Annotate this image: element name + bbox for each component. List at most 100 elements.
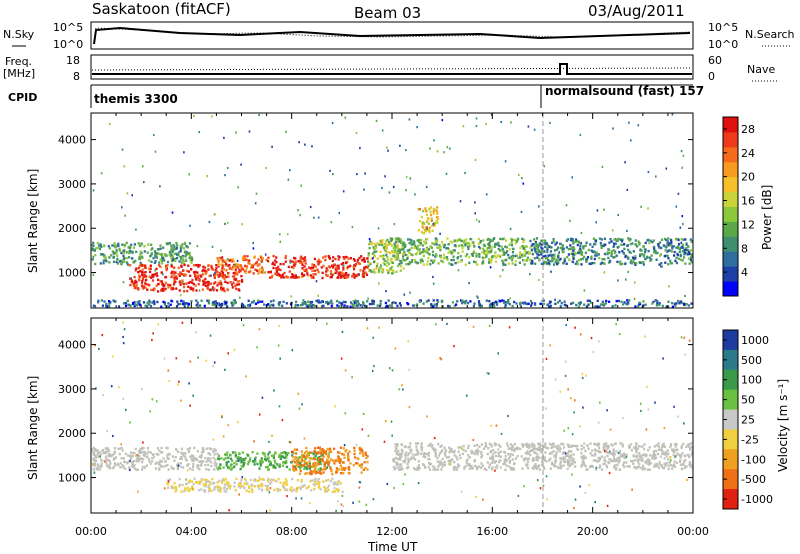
velocity-cell bbox=[664, 464, 667, 467]
velocity-cell bbox=[278, 464, 281, 468]
velocity-cell bbox=[538, 468, 542, 471]
power-speckle bbox=[637, 124, 640, 127]
power-cell bbox=[191, 281, 194, 284]
power-cell bbox=[141, 280, 144, 283]
power-cell bbox=[260, 256, 263, 259]
power-cell bbox=[140, 251, 143, 255]
power-cell bbox=[261, 300, 264, 303]
power-cell bbox=[515, 254, 518, 257]
power-speckle bbox=[660, 265, 662, 268]
power-cell bbox=[372, 268, 375, 271]
velocity-cell bbox=[679, 455, 682, 459]
velocity-cell bbox=[209, 453, 212, 456]
velocity-cell bbox=[557, 466, 560, 470]
power-cell bbox=[383, 243, 386, 246]
power-cell bbox=[460, 299, 463, 302]
power-cell bbox=[265, 258, 268, 262]
power-cell bbox=[173, 266, 176, 269]
velocity-speckle bbox=[460, 447, 463, 450]
velocity-cell bbox=[637, 445, 640, 448]
velocity-cell bbox=[246, 462, 250, 466]
power-cell bbox=[544, 254, 547, 258]
velocity-cell bbox=[658, 463, 661, 466]
velocity-cell bbox=[328, 461, 331, 464]
power-cell bbox=[189, 280, 192, 284]
velocity-cell bbox=[582, 454, 585, 458]
velocity-cell bbox=[636, 447, 639, 450]
velocity-cell bbox=[424, 455, 427, 459]
power-cell bbox=[410, 246, 413, 250]
power-cell bbox=[505, 239, 508, 242]
velocity-cell bbox=[436, 468, 440, 471]
power-speckle bbox=[409, 238, 411, 241]
velocity-cell bbox=[603, 462, 606, 465]
power-cell bbox=[572, 246, 575, 249]
power-cell bbox=[428, 228, 431, 231]
power-cell bbox=[338, 273, 341, 277]
power-cell bbox=[138, 265, 141, 268]
velocity-cell bbox=[292, 455, 295, 459]
power-cell bbox=[485, 255, 488, 258]
velocity-cell bbox=[207, 485, 210, 488]
power-cell bbox=[519, 246, 522, 250]
velocity-cell bbox=[691, 452, 693, 455]
velocity-cell bbox=[534, 463, 537, 466]
power-cell bbox=[301, 275, 304, 278]
power-cell bbox=[641, 253, 644, 256]
power-cell bbox=[505, 251, 508, 255]
velocity-cell bbox=[593, 454, 596, 457]
power-cell bbox=[388, 243, 392, 246]
velocity-cell bbox=[622, 455, 625, 458]
power-cell bbox=[463, 239, 466, 242]
power-cell bbox=[565, 262, 568, 265]
velocity-cell bbox=[676, 453, 679, 456]
velocity-cell bbox=[576, 444, 579, 448]
power-cell bbox=[447, 251, 450, 254]
velocity-cell bbox=[180, 457, 183, 460]
power-cell bbox=[272, 266, 275, 270]
velocity-speckle bbox=[151, 338, 153, 342]
velocity-speckle bbox=[245, 375, 247, 378]
power-cell bbox=[670, 250, 673, 253]
power-cell bbox=[599, 262, 602, 266]
power-cell bbox=[295, 276, 298, 279]
power-cell bbox=[216, 270, 219, 273]
velocity-cell bbox=[492, 449, 495, 452]
power-cell bbox=[294, 262, 297, 266]
velocity-cell bbox=[119, 462, 122, 465]
power-cell bbox=[577, 305, 580, 308]
velocity-cell bbox=[470, 465, 473, 468]
power-cell bbox=[151, 301, 154, 304]
power-cell bbox=[117, 305, 121, 308]
velocity-cell bbox=[354, 462, 357, 465]
velocity-cell bbox=[480, 466, 483, 469]
power-cell bbox=[620, 240, 624, 243]
velocity-speckle bbox=[273, 389, 275, 392]
velocity-cell bbox=[171, 467, 174, 470]
velocity-speckle bbox=[366, 327, 369, 330]
power-cell bbox=[531, 262, 534, 265]
velocity-speckle bbox=[129, 459, 131, 462]
velocity-cell bbox=[223, 483, 226, 486]
power-cell bbox=[539, 302, 542, 305]
power-cell bbox=[190, 268, 193, 271]
velocity-cell bbox=[639, 458, 642, 461]
velocity-cell bbox=[670, 448, 674, 451]
power-cell bbox=[307, 266, 311, 269]
power-cell bbox=[365, 305, 368, 308]
velocity-cell bbox=[155, 461, 158, 464]
power-cell bbox=[518, 261, 521, 264]
velocity-cell bbox=[216, 452, 219, 456]
power-cell bbox=[304, 259, 307, 262]
power-colorbar-label: Power [dB] bbox=[760, 185, 774, 250]
velocity-cell bbox=[223, 479, 226, 482]
velocity-cell bbox=[532, 457, 535, 460]
velocity-cell bbox=[113, 450, 116, 454]
velocity-cell bbox=[536, 459, 539, 462]
power-cell bbox=[647, 249, 650, 253]
power-cell bbox=[301, 267, 304, 270]
power-cell bbox=[510, 244, 514, 247]
power-cell bbox=[344, 273, 347, 277]
velocity-speckle bbox=[177, 464, 180, 467]
power-cell bbox=[254, 302, 258, 305]
